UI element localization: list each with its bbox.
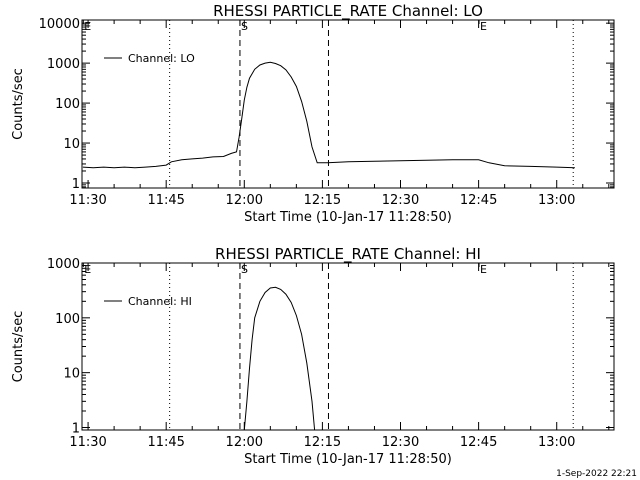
x-tick-label: 12:15 xyxy=(304,193,341,208)
x-tick-label: 11:45 xyxy=(147,435,184,450)
marker-e: E xyxy=(480,20,487,33)
y-tick-label: 100 xyxy=(55,97,80,112)
x-tick-label: 12:45 xyxy=(460,435,497,450)
series-line xyxy=(243,286,316,431)
y-tick-label: 1 xyxy=(72,177,80,192)
x-tick-label: 12:00 xyxy=(226,193,263,208)
marker-e: E xyxy=(480,263,487,276)
y-tick-label: 100 xyxy=(55,312,80,327)
y-tick-label: 1000 xyxy=(47,257,80,272)
x-tick-label: 11:30 xyxy=(69,193,106,208)
y-tick-label: 10000 xyxy=(39,17,80,32)
panel-lo-channel: RHESSI PARTICLE_RATE Channel: LOESE11:30… xyxy=(11,2,615,225)
legend-label: Channel: LO xyxy=(128,52,195,65)
x-tick-label: 12:00 xyxy=(226,435,263,450)
panel-hi-channel: RHESSI PARTICLE_RATE Channel: HIESE11:30… xyxy=(11,245,615,467)
y-tick-label: 1 xyxy=(72,421,80,436)
x-tick-label: 11:45 xyxy=(147,193,184,208)
chart-title: RHESSI PARTICLE_RATE Channel: HI xyxy=(215,245,481,264)
x-axis-label: Start Time (10-Jan-17 11:28:50) xyxy=(244,452,452,467)
x-tick-label: 11:30 xyxy=(69,435,106,450)
y-tick-label: 10 xyxy=(63,137,80,152)
y-axis-label: Counts/sec xyxy=(11,311,26,383)
chart-title: RHESSI PARTICLE_RATE Channel: LO xyxy=(213,2,483,21)
x-tick-label: 13:00 xyxy=(538,193,575,208)
y-tick-label: 1000 xyxy=(47,57,80,72)
y-axis-label: Counts/sec xyxy=(11,68,26,140)
x-tick-label: 13:00 xyxy=(538,435,575,450)
x-tick-label: 12:45 xyxy=(460,193,497,208)
y-tick-label: 10 xyxy=(63,367,80,382)
x-tick-label: 12:15 xyxy=(304,435,341,450)
x-axis-label: Start Time (10-Jan-17 11:28:50) xyxy=(244,210,452,225)
x-tick-label: 12:30 xyxy=(382,193,419,208)
series-line xyxy=(82,61,575,169)
plot-frame xyxy=(81,19,615,189)
footer-timestamp: 1-Sep-2022 22:21 xyxy=(556,469,637,479)
x-tick-label: 12:30 xyxy=(382,435,419,450)
plot-frame xyxy=(81,262,615,431)
legend-label: Channel: HI xyxy=(128,295,192,308)
